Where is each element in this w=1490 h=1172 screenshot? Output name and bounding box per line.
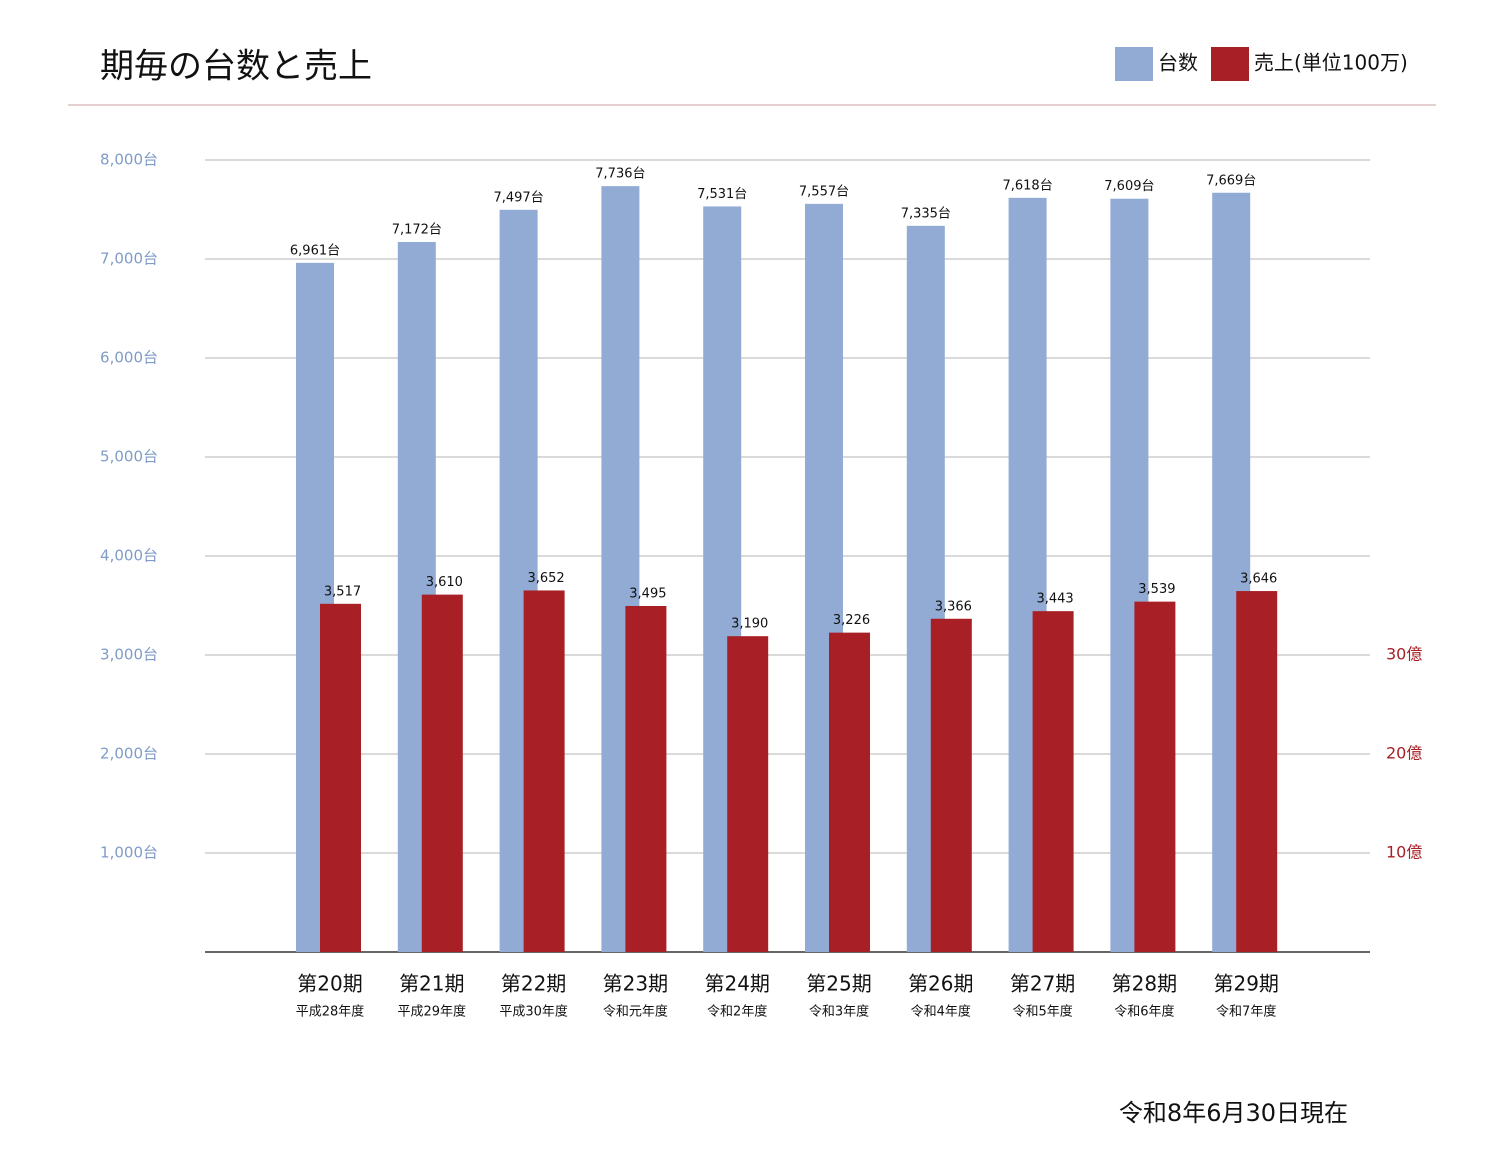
y-tick-label: 1,000台 [100, 844, 158, 862]
value-label: 3,610 [426, 575, 463, 590]
y2-tick-label: 30億 [1386, 645, 1422, 664]
x-tick-note: 令和3年度 [809, 1004, 869, 1020]
chart-title: 期毎の台数と売上 [100, 47, 372, 87]
x-tick-label: 第20期 [297, 972, 362, 996]
x-tick-note: 平成29年度 [398, 1004, 467, 1020]
y2-tick-label: 10億 [1386, 843, 1422, 862]
value-label: 3,443 [1036, 592, 1073, 607]
y2-tick-label: 20億 [1386, 744, 1422, 763]
x-tick-label: 第29期 [1213, 972, 1278, 996]
value-label: 7,497台 [493, 190, 543, 205]
value-label: 7,531台 [697, 187, 747, 202]
value-label: 3,652 [527, 571, 564, 586]
x-tick-note: 平成30年度 [499, 1004, 568, 1020]
bar [930, 618, 972, 952]
bar [1236, 591, 1278, 952]
x-tick-label: 第28期 [1112, 972, 1177, 996]
bar [1134, 601, 1176, 952]
value-label: 3,539 [1138, 582, 1175, 597]
value-label: 7,736台 [595, 167, 645, 182]
x-tick-note: 令和元年度 [603, 1004, 668, 1020]
y-tick-label: 2,000台 [100, 745, 158, 763]
value-label: 3,646 [1240, 572, 1277, 587]
bar [523, 590, 565, 952]
value-label: 7,618台 [1002, 178, 1052, 193]
x-tick-note: 平成28年度 [296, 1004, 365, 1020]
bar [727, 636, 769, 952]
y-tick-label: 8,000台 [100, 151, 158, 169]
bar [421, 594, 463, 952]
x-tick-label: 第26期 [908, 972, 973, 996]
value-label: 3,226 [833, 613, 870, 628]
y-tick-label: 4,000台 [100, 547, 158, 565]
value-label: 7,609台 [1104, 179, 1154, 194]
bar [829, 632, 870, 952]
value-label: 7,172台 [392, 222, 442, 237]
x-tick-label: 第24期 [704, 972, 769, 996]
x-tick-note: 令和5年度 [1012, 1004, 1072, 1020]
x-tick-note: 令和6年度 [1114, 1004, 1174, 1020]
value-label: 3,366 [935, 599, 972, 614]
x-tick-label: 第21期 [399, 972, 464, 996]
x-tick-label: 第23期 [603, 972, 668, 996]
value-label: 6,961台 [290, 243, 340, 258]
x-tick-label: 第25期 [806, 972, 871, 996]
x-tick-note: 令和2年度 [707, 1004, 767, 1020]
bar [320, 603, 361, 952]
value-label: 7,669台 [1206, 173, 1256, 188]
x-tick-label: 第27期 [1010, 972, 1075, 996]
x-tick-label: 第22期 [501, 972, 566, 996]
legend-label: 売上(単位100万) [1254, 51, 1408, 75]
legend-swatch [1115, 47, 1153, 81]
value-label: 7,335台 [901, 206, 951, 221]
y-tick-label: 3,000台 [100, 646, 158, 664]
bar [1032, 611, 1074, 952]
value-label: 3,495 [629, 586, 666, 601]
legend-label: 台数 [1158, 51, 1198, 75]
y-tick-label: 5,000台 [100, 448, 158, 466]
y-tick-label: 6,000台 [100, 349, 158, 367]
legend-swatch [1211, 47, 1249, 81]
x-tick-note: 令和4年度 [911, 1004, 971, 1020]
bar [625, 605, 667, 952]
footnote: 令和8年6月30日現在 [1119, 1099, 1348, 1127]
value-label: 3,517 [324, 584, 361, 599]
x-tick-note: 令和7年度 [1216, 1004, 1276, 1020]
value-label: 3,190 [731, 617, 768, 632]
y-tick-label: 7,000台 [100, 250, 158, 268]
value-label: 7,557台 [799, 184, 849, 199]
